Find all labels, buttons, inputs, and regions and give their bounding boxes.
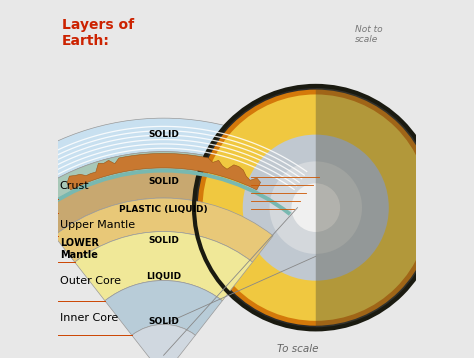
Text: To scale: To scale <box>277 344 319 354</box>
Circle shape <box>194 86 438 329</box>
Circle shape <box>243 135 389 281</box>
Text: SOLID: SOLID <box>148 317 179 326</box>
Wedge shape <box>132 324 195 358</box>
Text: Crust: Crust <box>60 181 90 191</box>
Text: Thermosphere: Thermosphere <box>253 180 319 189</box>
Text: LOWER
Mantle: LOWER Mantle <box>60 238 99 260</box>
Circle shape <box>198 90 434 326</box>
Polygon shape <box>67 154 261 190</box>
Text: Not to
scale: Not to scale <box>355 25 383 44</box>
Text: Outer Core: Outer Core <box>60 276 121 286</box>
Wedge shape <box>36 169 291 216</box>
Wedge shape <box>105 281 222 335</box>
Text: Stratosphere: Stratosphere <box>253 197 312 206</box>
Wedge shape <box>5 118 322 199</box>
Wedge shape <box>26 152 301 213</box>
Text: SOLID: SOLID <box>148 177 179 186</box>
Text: Exosphere: Exosphere <box>253 172 300 182</box>
Wedge shape <box>36 170 291 236</box>
Text: Upper Mantle: Upper Mantle <box>60 219 135 229</box>
Text: PLASTIC (LIQUID): PLASTIC (LIQUID) <box>119 205 208 214</box>
Wedge shape <box>54 198 273 262</box>
Polygon shape <box>316 86 438 329</box>
Circle shape <box>292 183 340 232</box>
Text: LIQUID: LIQUID <box>146 272 181 281</box>
Text: Layers of
Earth:: Layers of Earth: <box>62 18 134 48</box>
Circle shape <box>202 95 429 321</box>
Circle shape <box>270 161 362 254</box>
Text: SOLID: SOLID <box>148 236 179 245</box>
Text: Mesosphere: Mesosphere <box>253 189 308 198</box>
Text: Inner Core: Inner Core <box>60 313 118 323</box>
Text: Troposphere: Troposphere <box>253 205 308 214</box>
Wedge shape <box>75 232 253 301</box>
Text: SOLID: SOLID <box>148 130 179 139</box>
